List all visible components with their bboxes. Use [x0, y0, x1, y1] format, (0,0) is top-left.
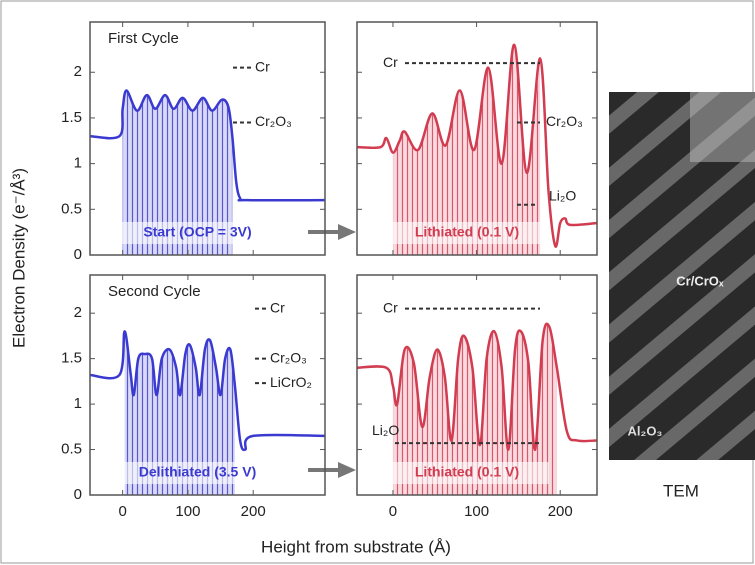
level-label: Cr₂O₃: [270, 349, 307, 365]
level-label: Cr: [383, 299, 398, 315]
arrows: [308, 224, 356, 478]
panel: 0 0.5 1 1.5 2 First Cycle Cr Cr₂O₃ Start (OCP = …: [61, 21, 326, 263]
level-label: Cr: [383, 54, 398, 70]
tem-label: Cr/CrOₓ: [676, 273, 724, 288]
y-tick-label: 0: [74, 246, 82, 263]
layer-shading: [124, 331, 235, 495]
x-tick-label: 0: [118, 503, 126, 520]
y-tick-label: 1: [74, 155, 82, 172]
panel-title: Second Cycle: [108, 283, 201, 300]
tem-label: Al₂O₃: [628, 423, 663, 438]
x-tick-label: 200: [241, 503, 266, 520]
level-label: LiCrO₂: [270, 374, 312, 390]
y-tick-label: 1: [74, 395, 82, 412]
density-line: [356, 43, 598, 248]
level-label: Li₂O: [372, 422, 399, 438]
state-label: Start (OCP = 3V): [143, 224, 251, 240]
layer-shading: [392, 44, 541, 256]
density-line: [356, 322, 598, 451]
tem-image-bright: [690, 92, 755, 162]
y-tick-label: 2: [74, 63, 82, 80]
panel: 0 0.5 1 1.5 2 0 100 200 Second Cycle Cr Cr₂O₃ LiCrO…: [61, 274, 326, 520]
state-label: Lithiated (0.1 V): [415, 224, 519, 240]
panel-title: First Cycle: [108, 30, 179, 47]
density-line: [89, 330, 326, 452]
y-axis-label: Electron Density (e⁻/Å³): [9, 168, 28, 348]
tem-caption: TEM: [663, 481, 699, 500]
label-box: [115, 222, 280, 244]
panel-frame: [89, 21, 326, 256]
layer-shading: [122, 90, 233, 255]
x-tick-label: 100: [464, 503, 489, 520]
level-label: Li₂O: [549, 187, 576, 203]
level-label: Cr₂O₃: [546, 113, 583, 129]
label-box: [385, 462, 549, 484]
x-tick-label: 200: [548, 503, 573, 520]
y-tick-label: 0.5: [61, 441, 82, 458]
level-label: Cr: [270, 299, 285, 315]
y-tick-label: 0: [74, 486, 82, 503]
label-box: [115, 462, 280, 484]
x-axis-label: Height from substrate (Å): [261, 537, 451, 556]
x-tick-label: 0: [389, 503, 397, 520]
panel: Cr Cr₂O₃ Li₂O Lithiated (0.1 V): [356, 21, 598, 256]
state-label: Delithiated (3.5 V): [139, 464, 256, 480]
panel-frame: [89, 274, 326, 496]
y-tick-label: 2: [74, 304, 82, 321]
density-line: [89, 89, 326, 202]
level-label: Cr: [255, 58, 270, 74]
level-label: Cr₂O₃: [255, 113, 292, 129]
panel: 0 100 200 Cr Li₂O Lithiated (0.1 V): [356, 274, 598, 520]
y-tick-label: 1.5: [61, 109, 82, 126]
y-tick-label: 0.5: [61, 200, 82, 217]
x-tick-label: 100: [175, 503, 200, 520]
state-label: Lithiated (0.1 V): [415, 464, 519, 480]
y-tick-label: 1.5: [61, 350, 82, 367]
label-box: [385, 222, 549, 244]
